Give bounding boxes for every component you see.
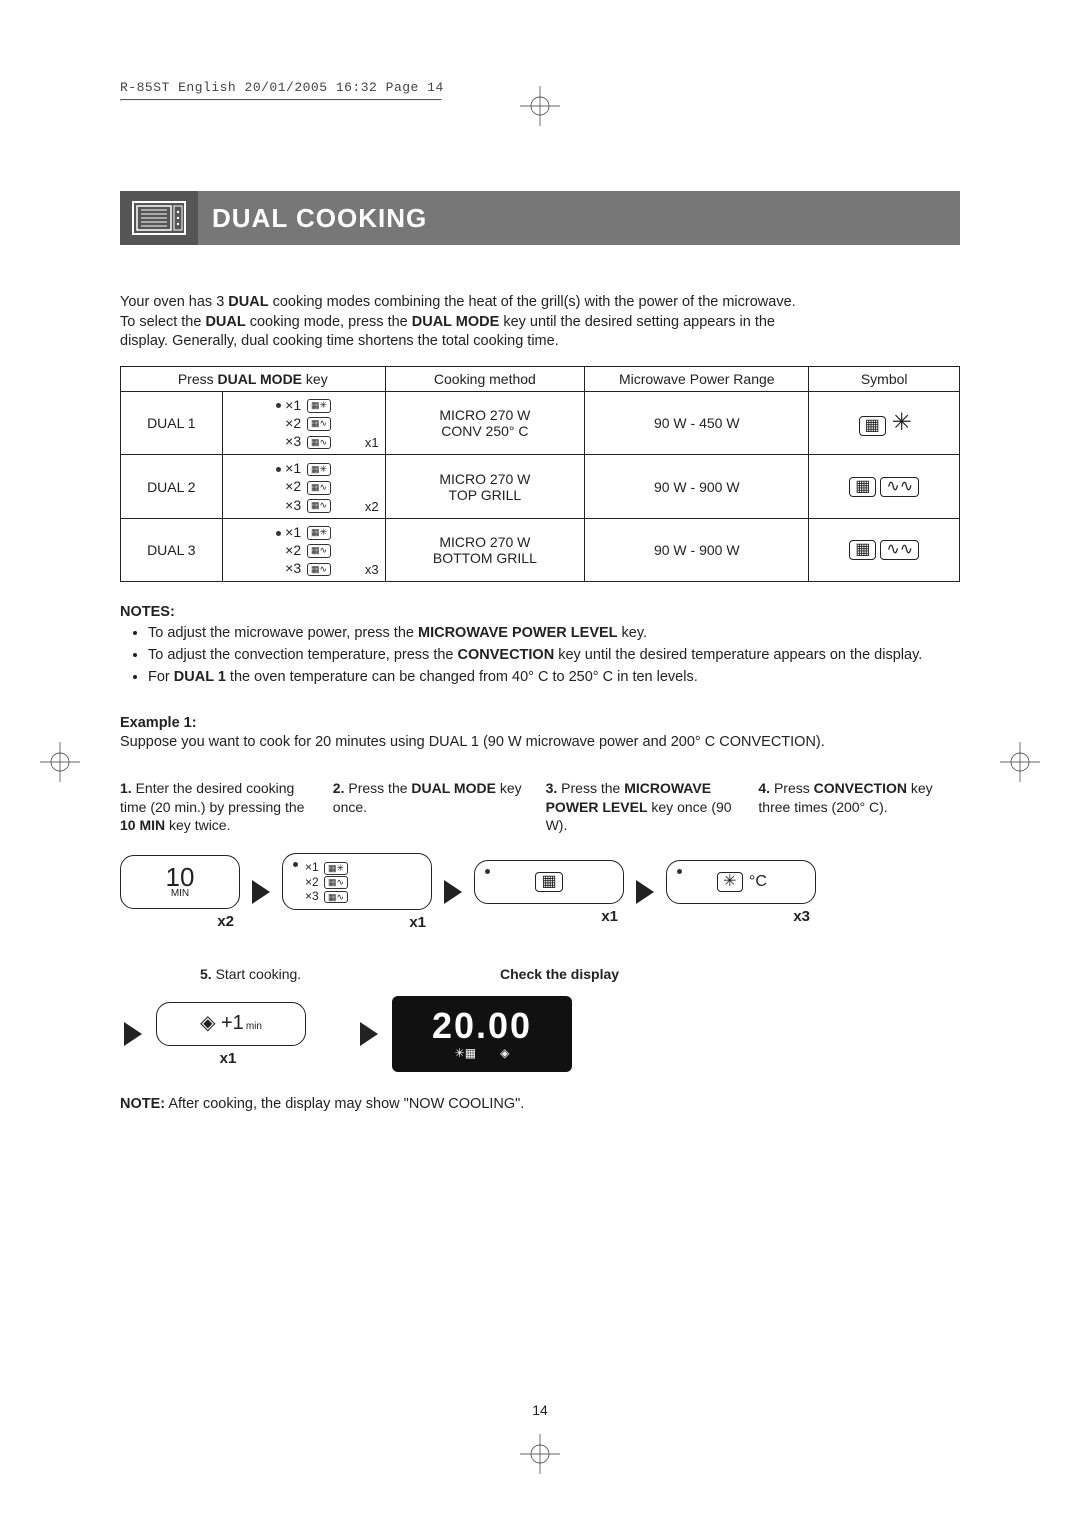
convection-key: ✳ °C: [666, 860, 816, 904]
example-paragraph: Suppose you want to cook for 20 minutes …: [120, 733, 960, 753]
start-icon: ◈ +1: [200, 1011, 244, 1035]
table-row: DUAL 3 ×1 ▦✳ ×2 ▦∿ ×3 ▦∿ x3 MICRO 270 WB…: [121, 518, 960, 582]
press-count: x1: [156, 1050, 300, 1067]
microwave-power-key: ▦: [474, 860, 624, 904]
bottom-grill-icon: ∿∿: [880, 540, 919, 560]
step-buttons-row-2: ◈ +1min x1 20.00 ✳▦◈: [120, 996, 960, 1072]
steps-descriptions: 1. Enter the desired cooking time (20 mi…: [120, 779, 960, 836]
arrow-right-icon: [636, 880, 654, 904]
footnote: NOTE: After cooking, the display may sho…: [120, 1096, 960, 1112]
arrow-right-icon: [252, 880, 270, 904]
manual-page: R-85ST English 20/01/2005 16:32 Page 14: [0, 0, 1080, 1528]
step-buttons-row: 10 MIN x2 ×1 ▦✳ ×2 ▦∿ ×3 ▦∿ x1 ▦ x1: [120, 853, 960, 931]
press-count: x1: [474, 908, 618, 925]
example-heading: Example 1:: [120, 715, 960, 731]
display-start-icon: ◈: [500, 1046, 509, 1060]
notes-heading: NOTES:: [120, 604, 960, 620]
microwave-icon: [120, 191, 198, 245]
display-mode-icons: ✳▦: [455, 1046, 476, 1060]
convection-fan-icon: ✳: [892, 409, 912, 436]
print-rule: [120, 99, 442, 101]
table-header-row: Press DUAL MODE key Cooking method Micro…: [121, 366, 960, 391]
page-number: 14: [532, 1402, 548, 1418]
start-plus-one-key: ◈ +1min: [156, 1002, 306, 1046]
section-banner: DUAL COOKING: [120, 191, 960, 245]
crop-mark-left-icon: [40, 742, 80, 786]
notes-list: To adjust the microwave power, press the…: [120, 624, 960, 687]
banner-title: DUAL COOKING: [198, 191, 960, 245]
ten-min-key: 10 MIN: [120, 855, 240, 909]
oven-display: 20.00 ✳▦◈: [392, 996, 572, 1072]
arrow-right-icon: [360, 1022, 378, 1046]
crop-mark-top-icon: [520, 86, 560, 130]
microwave-symbol-icon: ▦: [849, 540, 876, 560]
microwave-symbol-icon: ▦: [859, 416, 886, 436]
arrow-right-icon: [124, 1022, 142, 1046]
crop-mark-bottom-icon: [520, 1434, 560, 1478]
arrow-right-icon: [444, 880, 462, 904]
microwave-symbol-icon: ▦: [849, 477, 876, 497]
press-count: x2: [120, 913, 234, 930]
intro-paragraph: Your oven has 3 DUAL cooking modes combi…: [120, 293, 960, 352]
dual-mode-key: ×1 ▦✳ ×2 ▦∿ ×3 ▦∿: [282, 853, 432, 910]
top-grill-icon: ∿∿: [880, 477, 919, 497]
table-row: DUAL 1 ×1 ▦✳ ×2 ▦∿ ×3 ▦∿ x1 MICRO 270 WC…: [121, 391, 960, 455]
press-count: x3: [666, 908, 810, 925]
press-count: x1: [282, 914, 426, 931]
dual-modes-table: Press DUAL MODE key Cooking method Micro…: [120, 366, 960, 583]
fan-icon: ✳: [717, 872, 742, 892]
steps-descriptions-2: 5. Start cooking. Check the display: [120, 965, 960, 984]
crop-mark-right-icon: [1000, 742, 1040, 786]
microwave-symbol-icon: ▦: [535, 872, 562, 892]
table-row: DUAL 2 ×1 ▦✳ ×2 ▦∿ ×3 ▦∿ x2 MICRO 270 WT…: [121, 455, 960, 519]
